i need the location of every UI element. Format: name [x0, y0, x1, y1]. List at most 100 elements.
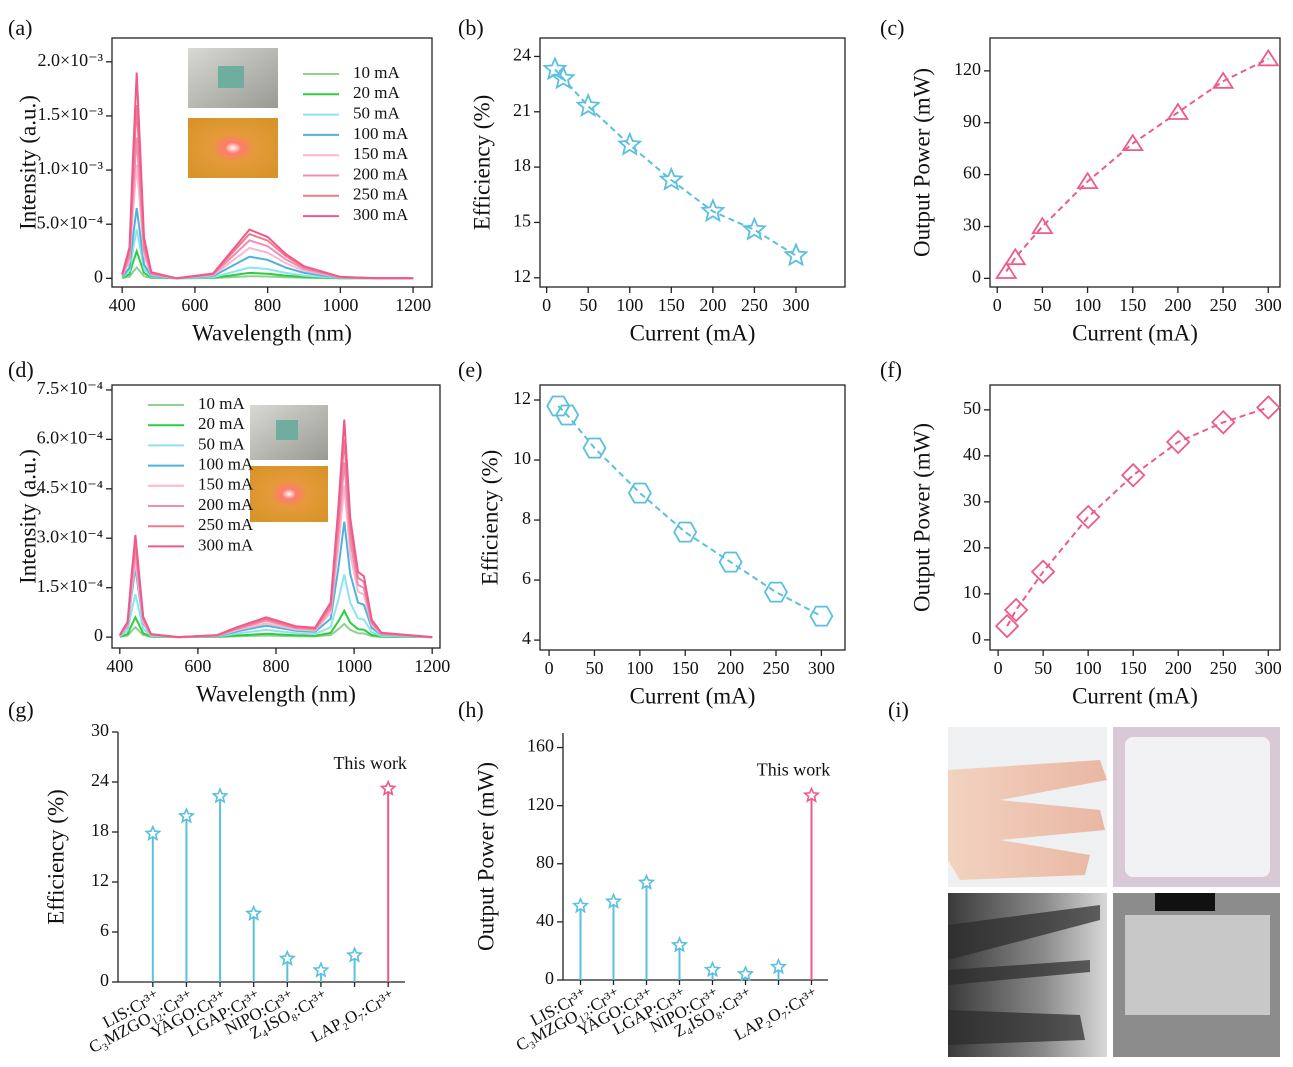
spectrum-line — [118, 419, 433, 639]
x-tick-label: 100 — [616, 295, 643, 315]
x-tick-label: 300 — [1255, 658, 1282, 678]
stem-marker — [670, 936, 689, 953]
x-tick-label: 50 — [585, 658, 603, 678]
y-tick-label: 0 — [972, 628, 981, 648]
marker — [718, 551, 743, 573]
marker — [1166, 102, 1190, 120]
y-tick-label: 10 — [513, 448, 531, 468]
y-tick-label: 24 — [91, 770, 109, 790]
annotation: This work — [333, 753, 407, 773]
marker — [658, 166, 685, 191]
marker — [809, 605, 834, 627]
panel-label: (h) — [458, 697, 484, 722]
y-tick-label: 4 — [522, 628, 531, 648]
marker — [1256, 395, 1281, 420]
marker — [1120, 462, 1146, 488]
dashed-line — [554, 68, 797, 257]
y-tick-label: 0 — [100, 970, 109, 990]
photo-hand-shape — [948, 760, 1107, 880]
panel-label: (e) — [458, 357, 482, 382]
x-tick-label: 1200 — [395, 295, 431, 315]
x-axis-label: Wavelength (nm) — [196, 681, 356, 706]
x-tick-label: 100 — [626, 658, 653, 678]
y-tick-label: 0 — [545, 968, 554, 988]
dashed-line — [1005, 57, 1269, 272]
panel-label: (d) — [8, 357, 34, 382]
x-tick-label: 400 — [106, 656, 133, 676]
x-tick-label: 400 — [109, 295, 136, 315]
y-axis-label: Output Power (mW) — [473, 762, 498, 951]
legend-label: 150 mA — [353, 144, 409, 163]
y-tick-label: 21 — [513, 100, 531, 120]
y-tick-label: 30 — [963, 215, 981, 235]
x-tick-label: 0 — [994, 658, 1003, 678]
marker — [741, 216, 768, 241]
stem-marker — [736, 965, 755, 982]
marker — [1211, 410, 1236, 435]
x-tick-label: 50 — [579, 295, 597, 315]
x-tick-label: 300 — [782, 295, 809, 315]
marker — [550, 65, 576, 90]
x-tick-label: 250 — [1210, 295, 1237, 315]
x-tick-label: 1000 — [322, 295, 358, 315]
y-tick-label: 1.5×10⁻⁴ — [37, 576, 103, 596]
legend-label: 50 mA — [353, 104, 400, 123]
axis — [562, 733, 828, 981]
marker — [1121, 133, 1144, 151]
marker — [1076, 171, 1099, 189]
panel-label: (i) — [888, 697, 909, 722]
stem-marker — [244, 904, 263, 921]
y-tick-label: 30 — [963, 490, 981, 510]
y-tick-label: 1.5×10⁻³ — [37, 104, 103, 124]
legend-label: 10 mA — [353, 63, 400, 82]
y-axis-label: Output Power (mW) — [909, 423, 934, 612]
y-tick-label: 90 — [963, 111, 981, 131]
x-tick-label: 300 — [808, 658, 835, 678]
marker — [783, 242, 809, 267]
stem-marker — [379, 779, 397, 796]
plot-frame — [989, 384, 1281, 651]
marker — [1165, 429, 1191, 455]
panel-label: (a) — [8, 15, 32, 40]
y-tick-label: 0 — [972, 266, 981, 286]
x-tick-label: 150 — [658, 295, 685, 315]
y-tick-label: 12 — [513, 266, 531, 286]
x-tick-label: 600 — [184, 656, 211, 676]
plot-frame — [539, 384, 846, 651]
stem-marker — [312, 961, 330, 978]
y-tick-label: 50 — [963, 398, 981, 418]
x-tick-label: 600 — [181, 295, 208, 315]
y-tick-label: 30 — [91, 720, 109, 740]
marker — [555, 404, 580, 426]
legend-label: 20 mA — [198, 414, 245, 433]
x-tick-label: 100 — [1075, 658, 1102, 678]
x-tick-label: 250 — [741, 295, 768, 315]
panel-label: (c) — [880, 15, 904, 40]
plot-frame — [539, 37, 846, 288]
legend-label: 10 mA — [198, 394, 245, 413]
legend-label: 250 mA — [198, 515, 254, 534]
x-tick-label: 0 — [993, 295, 1002, 315]
marker — [700, 198, 726, 223]
stem-marker — [278, 949, 297, 966]
spectrum-line — [119, 574, 433, 639]
marker — [582, 437, 607, 459]
y-tick-label: 80 — [536, 852, 554, 872]
inset-photo-detail — [218, 66, 244, 88]
legend-label: 20 mA — [353, 83, 400, 102]
inset-photo — [250, 466, 328, 522]
marker — [575, 92, 601, 117]
x-tick-label: 200 — [717, 658, 744, 678]
x-tick-label: 250 — [1210, 658, 1237, 678]
marker — [1257, 48, 1280, 67]
legend-label: 300 mA — [353, 205, 409, 224]
spectrum-line — [121, 248, 414, 280]
y-axis-label: Intensity (a.u.) — [15, 449, 40, 584]
marker — [994, 613, 1020, 639]
x-tick-label: 200 — [1165, 658, 1192, 678]
y-tick-label: 18 — [513, 155, 531, 175]
x-tick-label: 50 — [1033, 295, 1051, 315]
stem-marker — [345, 946, 364, 963]
inset-photo-detail — [276, 420, 298, 440]
y-tick-label: 8 — [522, 508, 531, 528]
